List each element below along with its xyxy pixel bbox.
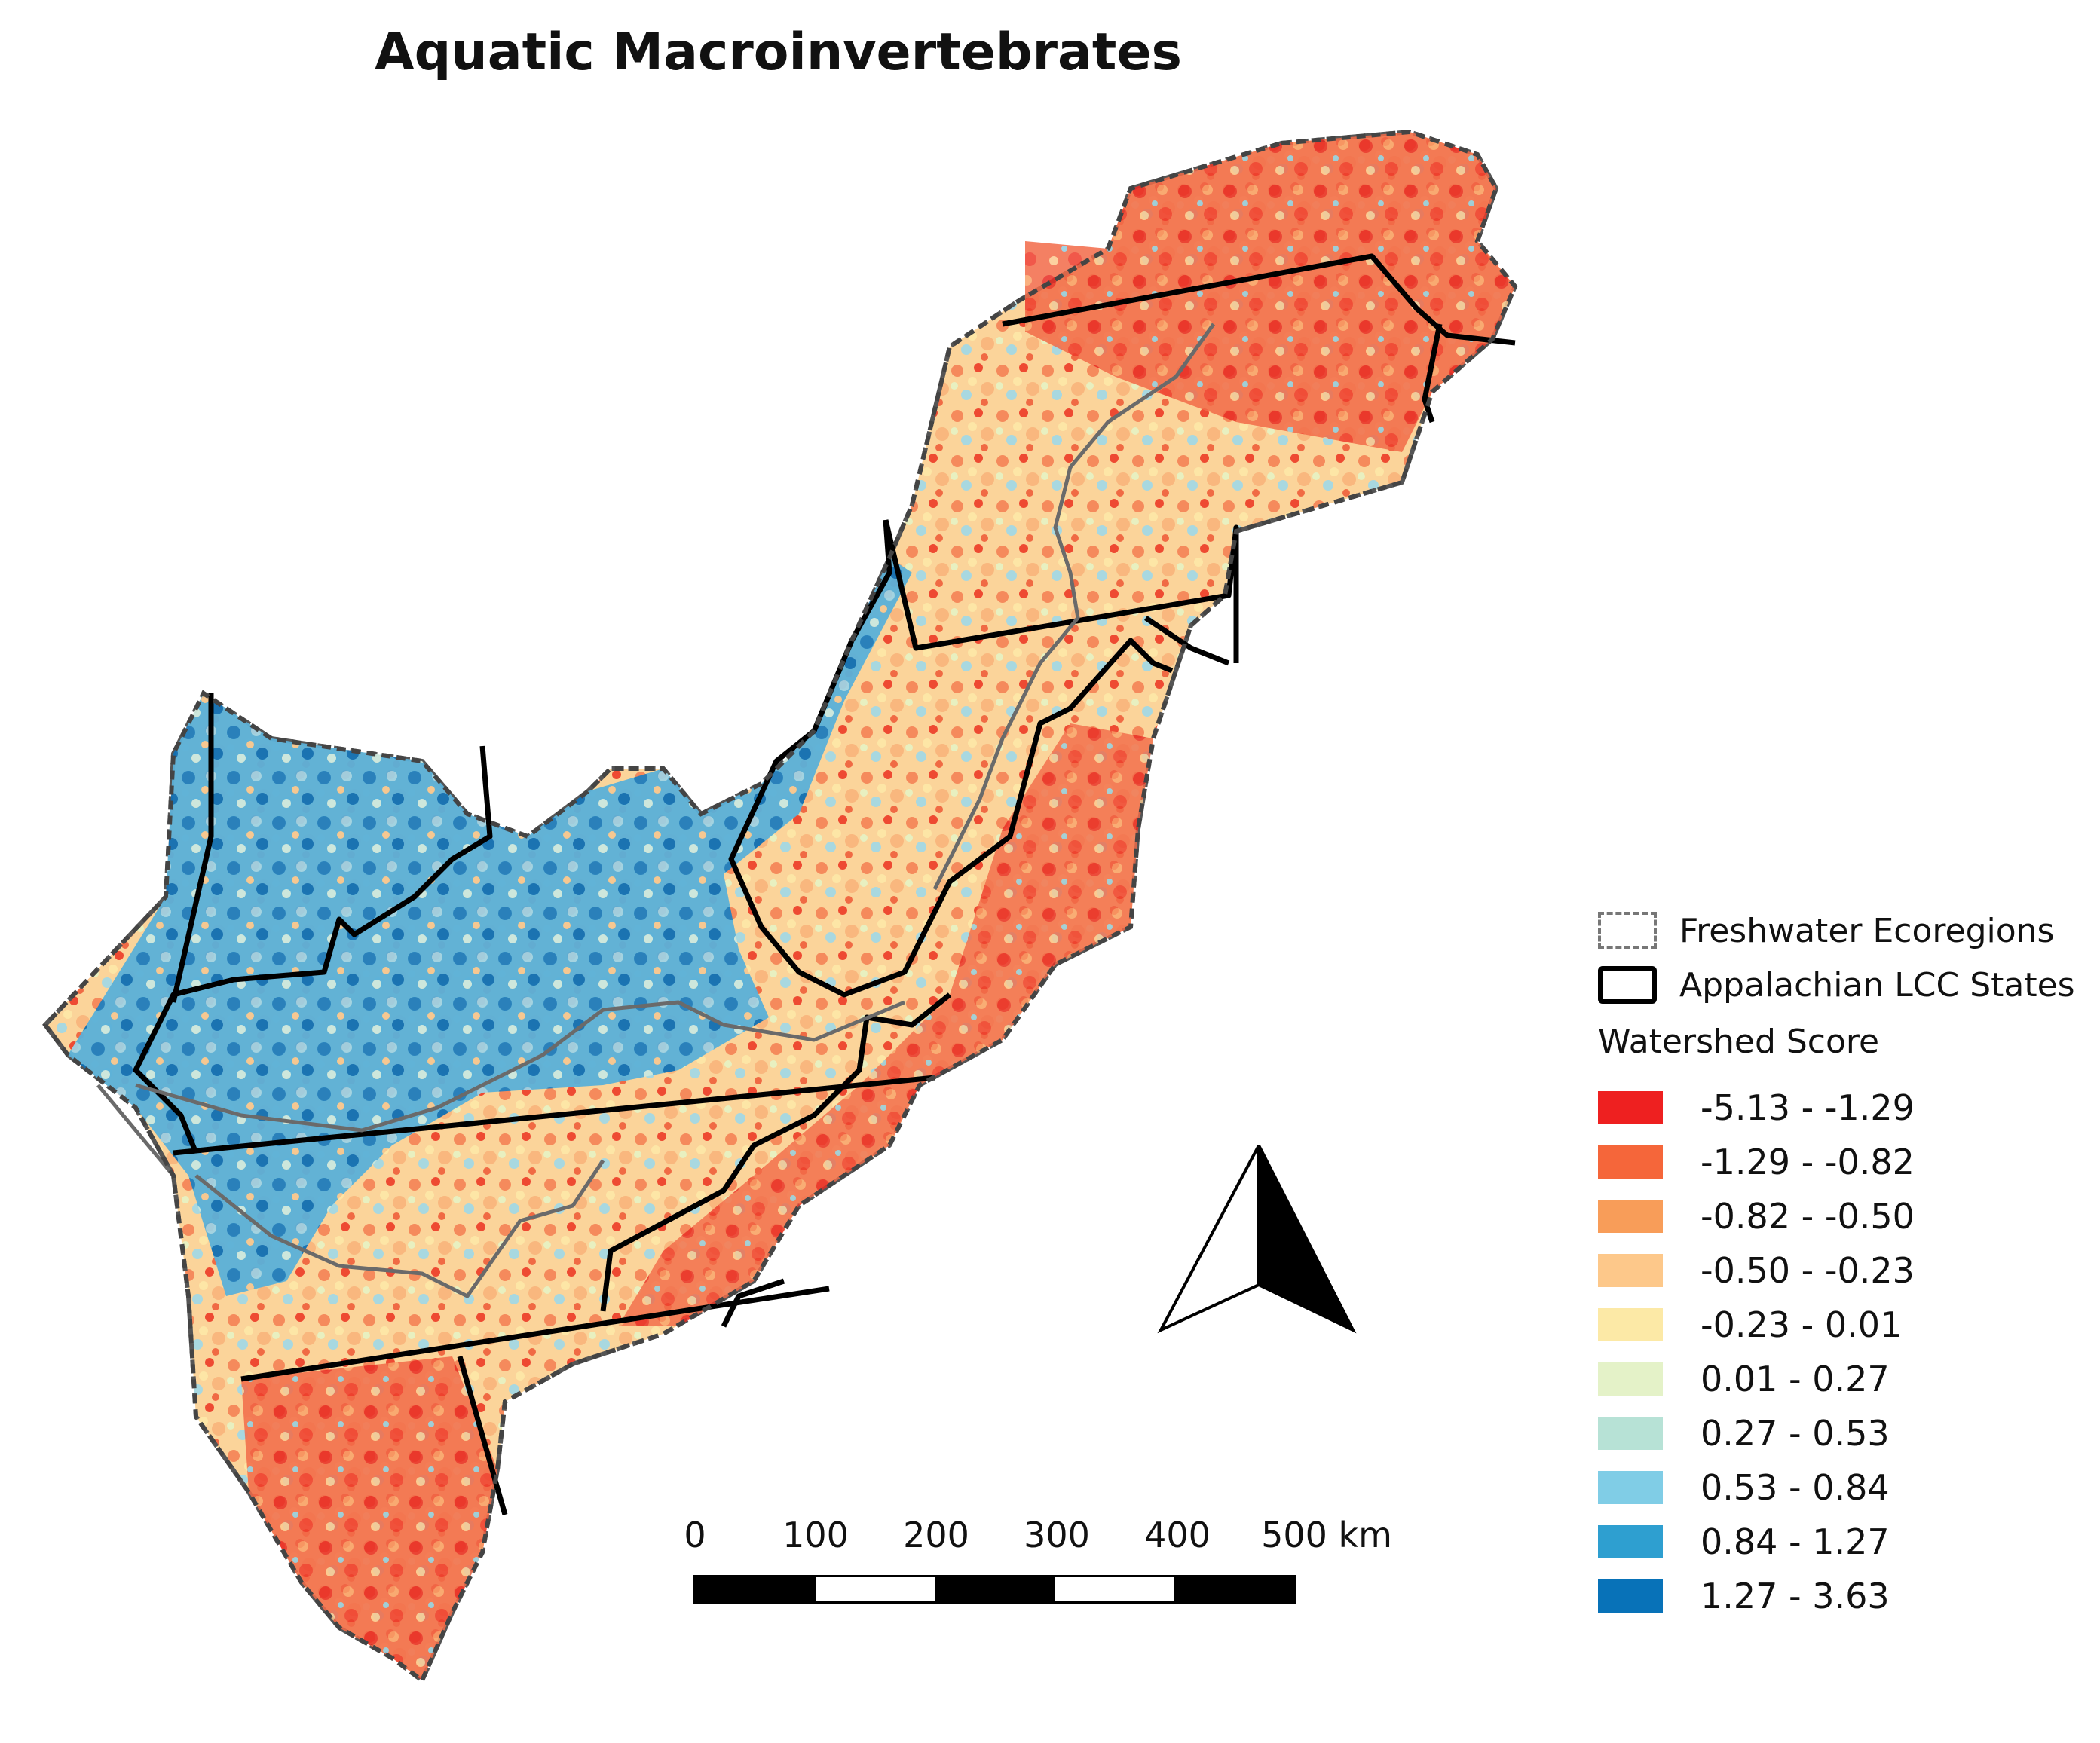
scale-tick-label: 100 xyxy=(782,1515,849,1555)
legend-class-label: -0.82 - -0.50 xyxy=(1701,1196,1915,1237)
outer-boundary xyxy=(42,129,1518,1684)
legend-class-label: 0.01 - 0.27 xyxy=(1701,1359,1890,1399)
legend-class-row: -1.29 - -0.82 xyxy=(1598,1139,1915,1185)
legend-class-label: 0.27 - 0.53 xyxy=(1701,1413,1890,1454)
scale-segment xyxy=(696,1577,816,1601)
legend-class-row: -5.13 - -1.29 xyxy=(1598,1085,1915,1130)
legend-class-row: 0.01 - 0.27 xyxy=(1598,1356,1890,1402)
scale-tick-label: 200 xyxy=(903,1515,969,1555)
scale-segment xyxy=(1055,1577,1175,1601)
legend-swatch xyxy=(1598,1145,1663,1179)
legend-swatch xyxy=(1598,1525,1663,1558)
legend-class-row: 0.27 - 0.53 xyxy=(1598,1411,1890,1456)
legend-class-label: -5.13 - -1.29 xyxy=(1701,1087,1915,1128)
legend-class-row: -0.23 - 0.01 xyxy=(1598,1302,1902,1347)
legend-class-label: 0.84 - 1.27 xyxy=(1701,1521,1890,1562)
legend-swatch xyxy=(1598,1579,1663,1613)
low-score-region-south xyxy=(241,1356,497,1680)
scale-segment xyxy=(1174,1577,1294,1601)
scale-segment xyxy=(815,1577,935,1601)
high-score-region xyxy=(68,558,912,1296)
solid-line-symbol xyxy=(1598,966,1657,1004)
scale-tick-label: 300 xyxy=(1024,1515,1090,1555)
legend-swatch xyxy=(1598,1200,1663,1233)
low-score-region-ridge xyxy=(618,723,1153,1326)
legend-ecoregions-label: Freshwater Ecoregions xyxy=(1679,911,2055,950)
legend-swatch xyxy=(1598,1308,1663,1341)
legend-score-heading: Watershed Score xyxy=(1598,1023,1880,1061)
map-title: Aquatic Macroinvertebrates xyxy=(375,23,1183,82)
legend-class-label: 1.27 - 3.63 xyxy=(1701,1576,1890,1616)
legend-class-row: -0.82 - -0.50 xyxy=(1598,1194,1915,1239)
legend-states: Appalachian LCC States xyxy=(1598,962,2075,1008)
scale-bar xyxy=(693,1575,1296,1604)
scale-segment xyxy=(935,1577,1055,1601)
legend-swatch xyxy=(1598,1254,1663,1287)
scale-tick-label: 500 km xyxy=(1261,1515,1392,1555)
state-boundaries xyxy=(133,253,1516,1515)
legend-class-row: -0.50 - -0.23 xyxy=(1598,1248,1915,1293)
legend-class-label: -0.23 - 0.01 xyxy=(1701,1304,1903,1345)
low-score-region-north xyxy=(1025,132,1515,452)
legend-class-label: 0.53 - 0.84 xyxy=(1701,1467,1890,1508)
legend-class-row: 0.53 - 0.84 xyxy=(1598,1465,1890,1510)
dashed-line-symbol xyxy=(1598,912,1657,949)
legend-states-label: Appalachian LCC States xyxy=(1679,965,2075,1005)
legend-swatch xyxy=(1598,1091,1663,1124)
legend-class-row: 0.84 - 1.27 xyxy=(1598,1519,1890,1564)
legend-class-row: 1.27 - 3.63 xyxy=(1598,1573,1890,1619)
scale-tick-label: 400 xyxy=(1144,1515,1211,1555)
legend-swatch xyxy=(1598,1362,1663,1396)
legend-class-label: -0.50 - -0.23 xyxy=(1701,1250,1915,1291)
legend-class-label: -1.29 - -0.82 xyxy=(1701,1142,1915,1182)
ecoregion-boundaries xyxy=(96,323,1216,1298)
legend-swatch xyxy=(1598,1471,1663,1504)
legend-swatch xyxy=(1598,1417,1663,1450)
north-arrow-icon xyxy=(1157,1145,1357,1334)
legend-ecoregions: Freshwater Ecoregions xyxy=(1598,908,2054,953)
scale-tick-label: 0 xyxy=(684,1515,706,1555)
